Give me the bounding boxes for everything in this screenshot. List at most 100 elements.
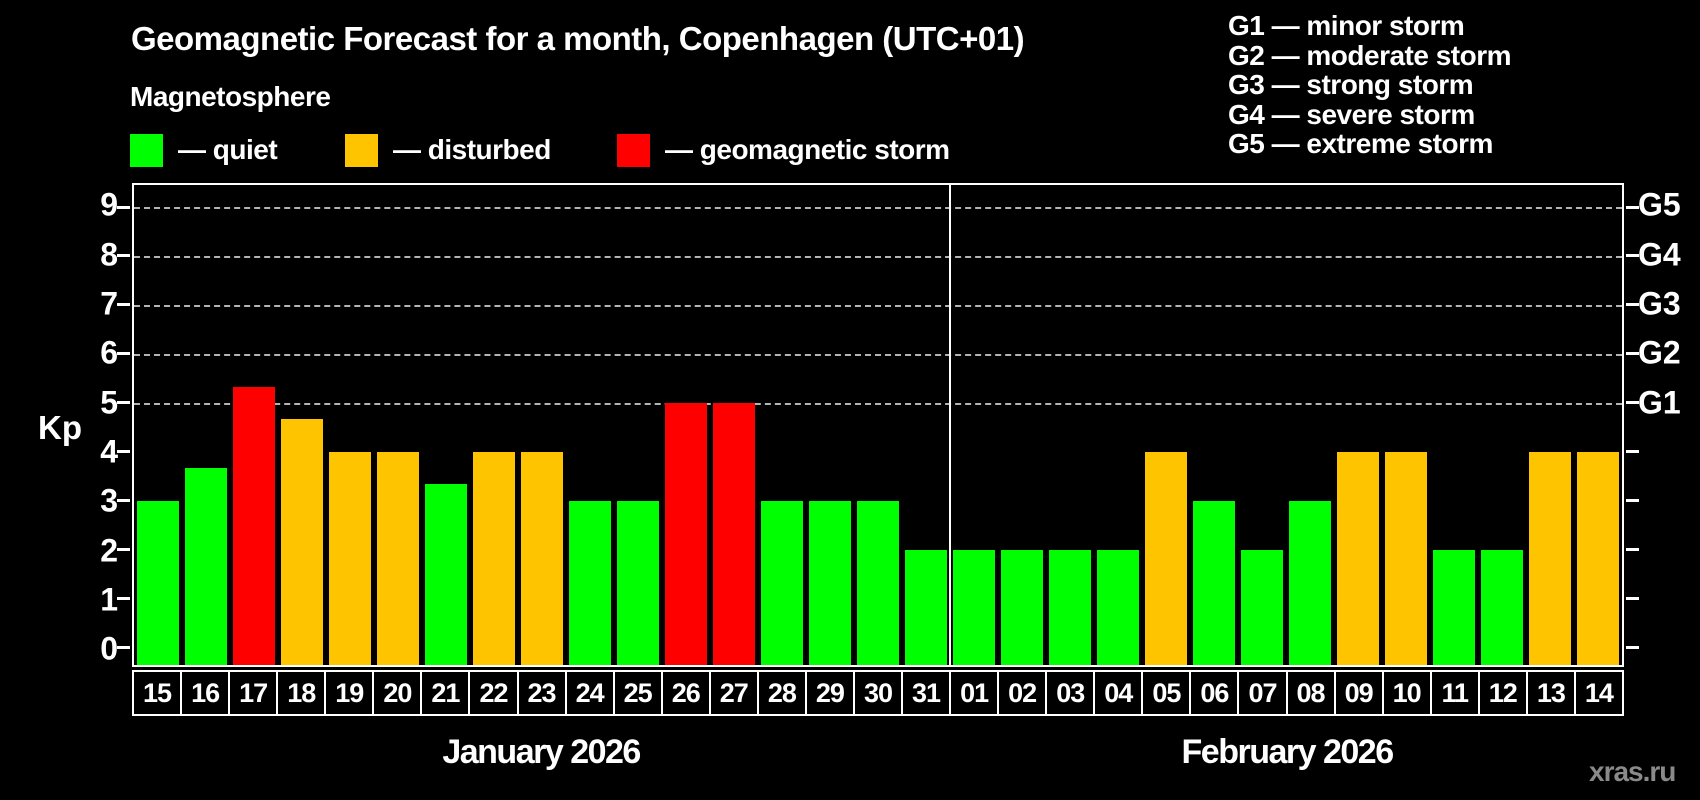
day-label-22: 22 [468, 670, 519, 716]
month-divider-line [949, 185, 951, 665]
kp-bar-day-07 [1241, 549, 1283, 665]
kp-bar-day-30 [857, 500, 899, 665]
day-label-01: 01 [949, 670, 1000, 716]
kp-bar-day-10 [1385, 451, 1427, 665]
y-tick-left-9 [117, 205, 130, 209]
y-tick-left-6 [117, 352, 130, 356]
day-label-26: 26 [660, 670, 711, 716]
day-label-11: 11 [1429, 670, 1480, 716]
kp-bar-day-13 [1529, 451, 1571, 665]
day-label-06: 06 [1189, 670, 1240, 716]
y-tick-left-3 [117, 499, 130, 503]
kp-bar-day-14 [1577, 451, 1619, 665]
y-tick-left-7 [117, 303, 130, 307]
y-tick-right-0 [1626, 645, 1639, 649]
y-tick-left-0 [117, 645, 130, 649]
day-label-08: 08 [1285, 670, 1336, 716]
y-tick-right-1 [1626, 596, 1639, 600]
kp-bar-day-26 [665, 402, 707, 665]
day-label-27: 27 [708, 670, 759, 716]
y-tick-left-8 [117, 254, 130, 258]
g-axis-label-G4: G4 [1638, 236, 1681, 273]
kp-bar-day-12 [1481, 549, 1523, 665]
day-label-14: 14 [1573, 670, 1624, 716]
kp-bar-day-04 [1097, 549, 1139, 665]
day-label-29: 29 [804, 670, 855, 716]
legend-label-storm: — geomagnetic storm [665, 134, 950, 165]
y-tick-right-6 [1626, 352, 1639, 356]
g-legend-row-1: G1 — minor storm [1228, 10, 1465, 41]
gridline-kp8 [134, 255, 1622, 258]
g-axis-label-G1: G1 [1638, 384, 1681, 421]
y-tick-right-2 [1626, 548, 1639, 552]
day-label-25: 25 [612, 670, 663, 716]
day-label-04: 04 [1093, 670, 1144, 716]
kp-bar-day-06 [1193, 500, 1235, 665]
g-legend-row-2: G2 — moderate storm [1228, 39, 1512, 71]
magnetosphere-subtitle: Magnetosphere [130, 81, 331, 112]
kp-bar-day-24 [569, 500, 611, 665]
kp-bar-day-29 [809, 500, 851, 665]
kp-bar-day-22 [473, 451, 515, 665]
gridline-kp5 [134, 402, 1622, 405]
day-label-20: 20 [372, 670, 423, 716]
day-label-23: 23 [516, 670, 567, 716]
y-tick-left-1 [117, 596, 130, 600]
y-tick-left-2 [117, 548, 130, 552]
day-label-19: 19 [324, 670, 375, 716]
kp-bar-day-27 [713, 402, 755, 665]
g-legend-row-5: G5 — extreme storm [1228, 128, 1493, 159]
x-axis-day-labels: 15 16 17 18 19 20 21 22 23 24 25 26 27 28 29 30 31 01 02 03… [132, 670, 1624, 716]
day-label-30: 30 [852, 670, 903, 716]
g-axis-label-G3: G3 [1638, 285, 1681, 322]
kp-bar-day-23 [521, 451, 563, 665]
kp-bar-day-09 [1337, 451, 1379, 665]
day-label-10: 10 [1381, 670, 1432, 716]
y-tick-label-8: 8 [100, 236, 118, 273]
y-tick-label-7: 7 [100, 285, 118, 322]
day-label-28: 28 [756, 670, 807, 716]
y-tick-left-5 [117, 401, 130, 405]
g-axis-label-G2: G2 [1638, 334, 1681, 371]
day-label-31: 31 [901, 670, 952, 716]
y-axis-title: Kp [38, 409, 82, 446]
y-tick-label-1: 1 [100, 581, 118, 618]
legend-label-disturbed: — disturbed [393, 134, 551, 165]
gridline-kp7 [134, 304, 1622, 307]
g-legend-row-4: G4 — severe storm [1228, 98, 1475, 130]
day-label-13: 13 [1525, 670, 1576, 716]
day-label-18: 18 [276, 670, 327, 716]
legend-swatch-quiet-icon [130, 133, 163, 167]
legend-swatch-storm-icon [617, 133, 650, 167]
kp-bar-day-15 [137, 500, 179, 665]
day-label-12: 12 [1477, 670, 1528, 716]
y-tick-right-5 [1626, 401, 1639, 405]
gridline-kp9 [134, 207, 1622, 210]
y-tick-label-5: 5 [100, 384, 118, 421]
month-label-february: February 2026 [1181, 733, 1395, 771]
day-label-21: 21 [420, 670, 471, 716]
day-label-24: 24 [564, 670, 615, 716]
xras-watermark: xras.ru [1589, 756, 1676, 787]
page-title: Geomagnetic Forecast for a month, Copenh… [131, 20, 1025, 57]
kp-bar-day-20 [377, 451, 419, 665]
plot-area [117, 183, 1639, 667]
kp-bar-day-31 [905, 549, 947, 665]
y-tick-label-3: 3 [100, 482, 118, 519]
legend-item-storm: — geomagnetic storm [617, 132, 950, 168]
kp-bar-day-25 [617, 500, 659, 665]
kp-bar-day-11 [1433, 549, 1475, 665]
right-axis-g-labels: G1 G2 G3 G4 G5 [1638, 183, 1700, 667]
kp-bar-day-02 [1001, 549, 1043, 665]
kp-bar-day-17 [233, 386, 275, 665]
kp-bar-day-18 [281, 418, 323, 665]
day-label-05: 05 [1141, 670, 1192, 716]
kp-bar-day-21 [425, 484, 467, 665]
g-scale-legend: G1 — minor storm G2 — moderate storm G3 — … [1228, 10, 1512, 159]
month-label-january: January 2026 [442, 733, 641, 771]
day-label-07: 07 [1237, 670, 1288, 716]
legend-label-quiet: — quiet [178, 134, 278, 165]
y-tick-label-6: 6 [100, 334, 118, 371]
y-tick-label-2: 2 [100, 532, 118, 569]
y-tick-right-8 [1626, 254, 1639, 258]
